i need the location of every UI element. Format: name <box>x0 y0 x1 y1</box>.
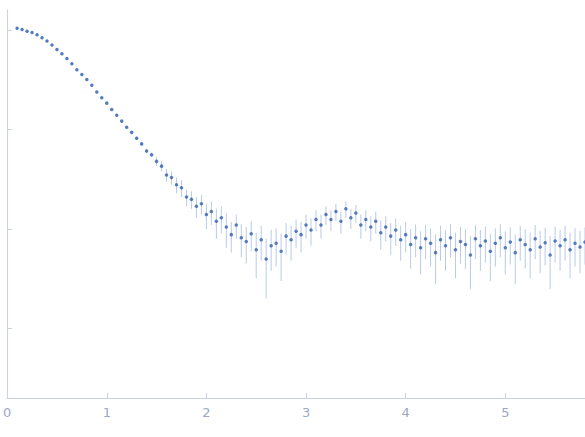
svg-text:0: 0 <box>3 405 11 420</box>
svg-text:2: 2 <box>202 405 210 420</box>
svg-text:1: 1 <box>103 405 111 420</box>
svg-text:4: 4 <box>402 405 410 420</box>
svg-text:5: 5 <box>501 405 509 420</box>
svg-text:3: 3 <box>302 405 310 420</box>
